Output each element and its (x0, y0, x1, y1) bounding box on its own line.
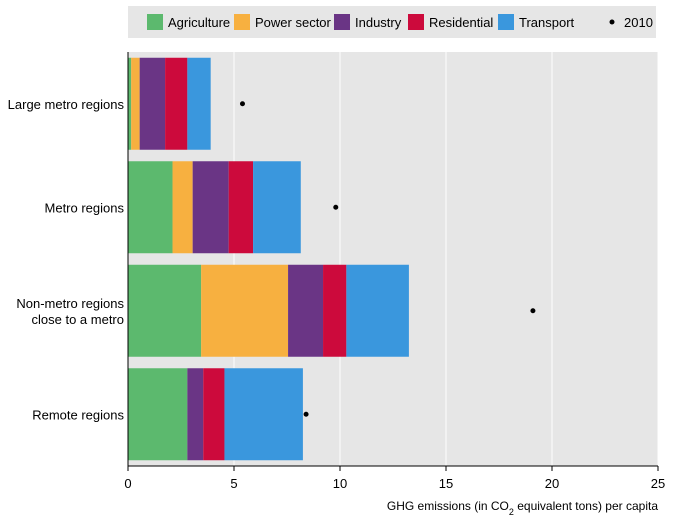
bar-power-sector (172, 161, 193, 254)
legend-label-agriculture: Agriculture (168, 15, 230, 30)
legend-swatch-industry (334, 14, 350, 30)
x-axis-title: GHG emissions (in CO2 equivalent tons) p… (387, 499, 658, 517)
bar-industry (139, 57, 166, 150)
legend-label-transport: Transport (519, 15, 575, 30)
bar-agriculture (128, 264, 202, 357)
bar-transport (346, 264, 409, 357)
marker-2010 (239, 101, 245, 107)
bar-residential (228, 161, 254, 254)
category-label: Remote regions (32, 407, 124, 422)
x-tick-label: 0 (124, 476, 131, 491)
bar-power-sector (201, 264, 289, 357)
bar-industry (187, 368, 204, 461)
category-label: Large metro regions (8, 97, 125, 112)
category-label-line: Metro regions (45, 200, 125, 215)
bar-industry (288, 264, 324, 357)
bars (128, 57, 409, 461)
legend-swatch-transport (498, 14, 514, 30)
legend-label-industry: Industry (355, 15, 402, 30)
x-axis-title-prefix: GHG emissions (in CO (387, 499, 509, 513)
legend-swatch-power-sector (234, 14, 250, 30)
marker-2010 (333, 204, 339, 210)
category-labels: Large metro regions Metro regions Non-metr… (8, 97, 125, 423)
markers (239, 101, 536, 417)
x-axis-title-suffix: equivalent tons) per capita (514, 499, 658, 513)
category-label-line: Non-metro regions (16, 296, 124, 311)
x-ticks: 0 5 10 15 20 25 (124, 466, 665, 491)
x-tick-label: 10 (333, 476, 347, 491)
bar-industry (192, 161, 229, 254)
legend-background (128, 6, 656, 38)
category-label-line: close to a metro (32, 312, 125, 327)
legend-label-power-sector: Power sector (255, 15, 332, 30)
legend-swatch-residential (408, 14, 424, 30)
marker-2010 (530, 308, 536, 314)
category-label-line: Remote regions (32, 407, 124, 422)
category-label-line: Large metro regions (8, 97, 125, 112)
x-tick-label: 5 (230, 476, 237, 491)
x-axis-title-subscript: 2 (509, 507, 514, 517)
bar-agriculture (128, 368, 188, 461)
x-tick-label: 20 (545, 476, 559, 491)
category-label: Non-metro regions close to a metro (16, 296, 124, 327)
grid-lines (233, 52, 659, 466)
marker-2010 (303, 411, 309, 417)
x-tick-label: 15 (439, 476, 453, 491)
bar-agriculture (128, 161, 173, 254)
bar-agriculture (128, 57, 132, 150)
legend-marker-2010 (609, 19, 615, 25)
x-tick-label: 25 (651, 476, 665, 491)
legend-swatch-agriculture (147, 14, 163, 30)
bar-transport (253, 161, 301, 254)
bar-residential (203, 368, 225, 461)
bar-residential (165, 57, 188, 150)
legend: Agriculture Power sector Industry Residenti… (128, 6, 656, 38)
category-label: Metro regions (45, 200, 125, 215)
bar-transport (187, 57, 211, 150)
bar-residential (323, 264, 347, 357)
bar-power-sector (131, 57, 140, 150)
legend-label-2010: 2010 (624, 15, 653, 30)
legend-label-residential: Residential (429, 15, 493, 30)
bar-transport (224, 368, 303, 461)
